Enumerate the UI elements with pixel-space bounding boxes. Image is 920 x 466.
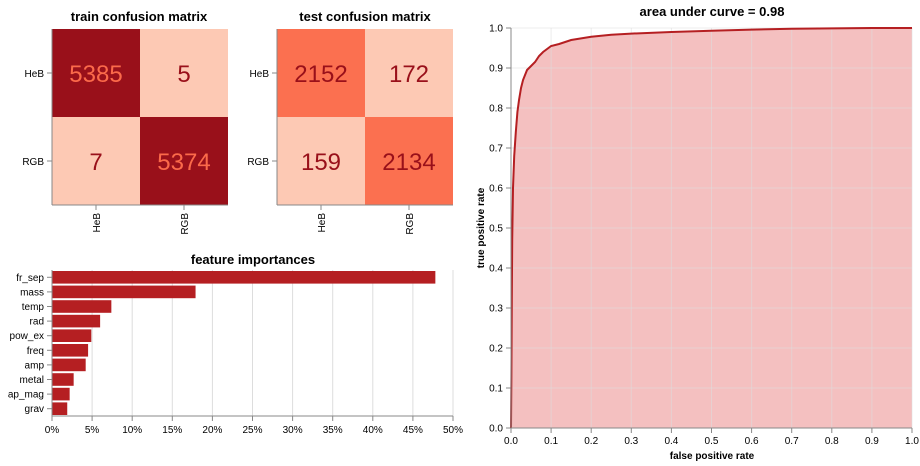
roc-title: area under curve = 0.98 <box>640 4 785 19</box>
fi-y-tick-label: metal <box>20 375 44 386</box>
test-cm-x-tick-label: HeB <box>317 213 328 233</box>
test-cm-title: test confusion matrix <box>299 9 431 24</box>
roc-x-tick-label: 0.5 <box>705 436 719 447</box>
test-cm-cell <box>365 117 453 205</box>
roc-x-tick-label: 0.9 <box>865 436 879 447</box>
fi-y-tick-label: rad <box>30 317 44 328</box>
train-cm-cell-value: 7 <box>89 149 102 176</box>
train-cm-cell-value: 5374 <box>157 149 210 176</box>
roc-x-tick-label: 0.3 <box>624 436 638 447</box>
roc-y-tick-label: 0.4 <box>489 264 503 275</box>
train-cm-cell <box>52 117 140 205</box>
test-cm-cell <box>365 29 453 117</box>
fi-y-tick-label: grav <box>25 404 44 415</box>
fi-x-tick-label: 25% <box>242 425 262 436</box>
fi-bar <box>52 300 112 313</box>
train-cm-cell <box>52 29 140 117</box>
roc-y-tick-label: 0.0 <box>489 424 503 435</box>
fi-y-tick-label: pow_ex <box>10 331 44 342</box>
fi-x-tick-label: 30% <box>283 425 303 436</box>
test-cm-cell <box>277 117 365 205</box>
fi-y-tick-label: ap_mag <box>8 390 44 401</box>
fi-x-tick-label: 40% <box>363 425 383 436</box>
roc-x-tick-label: 0.0 <box>504 436 518 447</box>
fi-bar <box>52 271 436 284</box>
fi-y-tick-label: freq <box>27 346 44 357</box>
fi-y-tick-label: temp <box>22 302 45 313</box>
roc-x-tick-label: 0.2 <box>584 436 598 447</box>
roc-y-tick-label: 0.1 <box>489 384 503 395</box>
fi-y-tick-label: amp <box>25 360 45 371</box>
train-cm-cell <box>140 117 228 205</box>
fi-x-tick-label: 0% <box>45 425 60 436</box>
roc-x-tick-label: 1.0 <box>905 436 919 447</box>
train-cm-x-tick-label: HeB <box>92 213 103 233</box>
fi-bar <box>52 344 89 357</box>
fi-bar <box>52 387 70 401</box>
test-cm-cell-value: 2134 <box>382 149 435 176</box>
fi-bar <box>52 373 74 386</box>
train-cm-y-tick-label: RGB <box>22 157 44 168</box>
test-cm-y-tick-label: HeB <box>250 69 270 80</box>
train-cm-y-tick-label: HeB <box>25 69 45 80</box>
fi-x-tick-label: 20% <box>202 425 222 436</box>
test-confusion-matrix: test confusion matrix 2152 172 159 2134 HeB R… <box>247 9 453 235</box>
fi-y-tick-label: mass <box>20 287 44 298</box>
feature-importances-chart: feature importances 0% 5% 10% 15% 20% 25% 30% 3… <box>8 252 463 436</box>
fi-bar <box>52 329 92 342</box>
roc-y-tick-label: 0.8 <box>489 104 503 115</box>
train-cm-cell <box>140 29 228 117</box>
fi-x-tick-label: 50% <box>443 425 463 436</box>
roc-x-tick-label: 0.6 <box>745 436 759 447</box>
test-cm-cell-value: 172 <box>389 61 429 88</box>
fi-y-tick-label: fr_sep <box>16 273 44 284</box>
train-cm-cell-value: 5 <box>177 61 190 88</box>
roc-x-axis-title: false positive rate <box>670 451 755 462</box>
fi-bar <box>52 402 68 415</box>
roc-y-tick-label: 0.5 <box>489 224 503 235</box>
roc-y-tick-label: 0.7 <box>489 144 503 155</box>
fi-bar <box>52 314 101 328</box>
fi-x-tick-label: 10% <box>122 425 142 436</box>
train-cm-title: train confusion matrix <box>71 9 208 24</box>
roc-y-tick-label: 0.9 <box>489 64 503 75</box>
fi-x-tick-label: 35% <box>323 425 343 436</box>
fi-x-tick-label: 5% <box>85 425 100 436</box>
feature-importances-title: feature importances <box>191 252 315 267</box>
train-cm-x-tick-label: RGB <box>180 213 191 235</box>
roc-y-axis-title: true positive rate <box>476 187 487 268</box>
test-cm-x-tick-label: RGB <box>405 213 416 235</box>
roc-y-tick-label: 0.2 <box>489 344 503 355</box>
roc-x-tick-label: 0.4 <box>664 436 678 447</box>
test-cm-cell-value: 159 <box>301 149 341 176</box>
fi-x-tick-label: 15% <box>162 425 182 436</box>
roc-chart: area under curve = 0.98 false positive r… <box>476 4 919 462</box>
train-confusion-matrix: train confusion matrix 5385 5 7 5374 HeB RGB H… <box>22 9 228 235</box>
fi-bar <box>52 358 86 372</box>
test-cm-cell-value: 2152 <box>294 61 347 88</box>
roc-y-tick-label: 0.3 <box>489 304 503 315</box>
roc-x-tick-label: 0.7 <box>785 436 799 447</box>
test-cm-cell <box>277 29 365 117</box>
roc-x-tick-label: 0.1 <box>544 436 558 447</box>
roc-x-tick-label: 0.8 <box>825 436 839 447</box>
roc-y-tick-label: 0.6 <box>489 184 503 195</box>
roc-y-tick-label: 1.0 <box>489 24 503 35</box>
fi-x-tick-label: 45% <box>403 425 423 436</box>
fi-bar <box>52 285 196 299</box>
roc-line <box>510 27 912 429</box>
train-cm-cell-value: 5385 <box>69 61 122 88</box>
test-cm-y-tick-label: RGB <box>247 157 269 168</box>
